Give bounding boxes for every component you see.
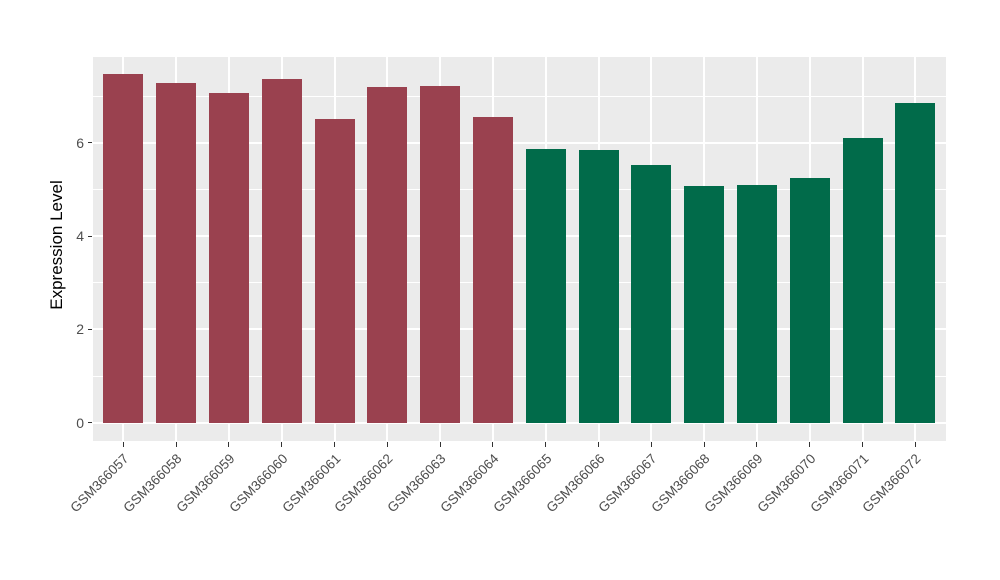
bar-GSM366058	[156, 83, 197, 423]
y-tick-mark-4	[88, 235, 92, 237]
y-axis-title: Expression Level	[47, 180, 66, 310]
bar-GSM366068	[684, 186, 725, 423]
y-tick-mark-2	[88, 328, 92, 330]
x-tick-mark-GSM366070	[809, 442, 811, 447]
x-tick-mark-GSM366065	[545, 442, 547, 447]
gridline-major-y4	[93, 235, 946, 238]
x-tick-mark-GSM366061	[334, 442, 335, 447]
y-tick-label-0: 0	[76, 414, 84, 431]
bar-GSM366060	[261, 79, 302, 423]
bar-GSM366070	[789, 178, 830, 423]
bar-GSM366069	[736, 184, 777, 423]
gridline-minor-y1	[93, 375, 946, 377]
y-tick-mark-0	[88, 422, 92, 424]
x-tick-mark-GSM366058	[175, 442, 177, 447]
bar-GSM366061	[314, 119, 355, 423]
plot-panel	[93, 57, 946, 441]
x-tick-mark-GSM366071	[862, 442, 863, 447]
x-tick-mark-GSM366064	[492, 442, 494, 447]
x-tick-mark-GSM366066	[598, 442, 599, 447]
x-tick-mark-GSM366072	[914, 442, 916, 447]
x-tick-mark-GSM366057	[122, 442, 124, 447]
bar-GSM366059	[208, 93, 249, 423]
bar-GSM366063	[420, 85, 461, 423]
bar-GSM366062	[367, 87, 408, 423]
y-tick-mark-6	[88, 142, 92, 144]
bar-GSM366065	[525, 148, 566, 423]
gridline-minor-y3	[93, 282, 946, 284]
x-tick-mark-GSM366069	[756, 442, 758, 447]
x-tick-mark-GSM366068	[703, 442, 705, 447]
x-tick-mark-GSM366063	[439, 442, 441, 447]
gridline-minor-y5	[93, 189, 946, 190]
bar-GSM366072	[895, 102, 936, 423]
gridline-major-y2	[93, 328, 946, 331]
bar-GSM366057	[103, 73, 144, 423]
gridline-major-y6	[93, 141, 946, 144]
y-tick-label-6: 6	[76, 134, 84, 151]
y-tick-label-4: 4	[76, 228, 84, 245]
bar-GSM366066	[578, 149, 619, 423]
bar-GSM366071	[842, 138, 883, 423]
gridline-minor-y7	[93, 95, 946, 97]
x-tick-mark-GSM366060	[281, 442, 283, 447]
x-tick-mark-GSM366059	[228, 442, 230, 447]
y-tick-label-2: 2	[76, 321, 84, 338]
x-tick-mark-GSM366062	[386, 442, 388, 447]
gridline-major-y0	[93, 421, 946, 424]
bar-GSM366064	[472, 117, 513, 423]
bar-GSM366067	[631, 164, 672, 423]
x-tick-mark-GSM366067	[650, 442, 652, 447]
